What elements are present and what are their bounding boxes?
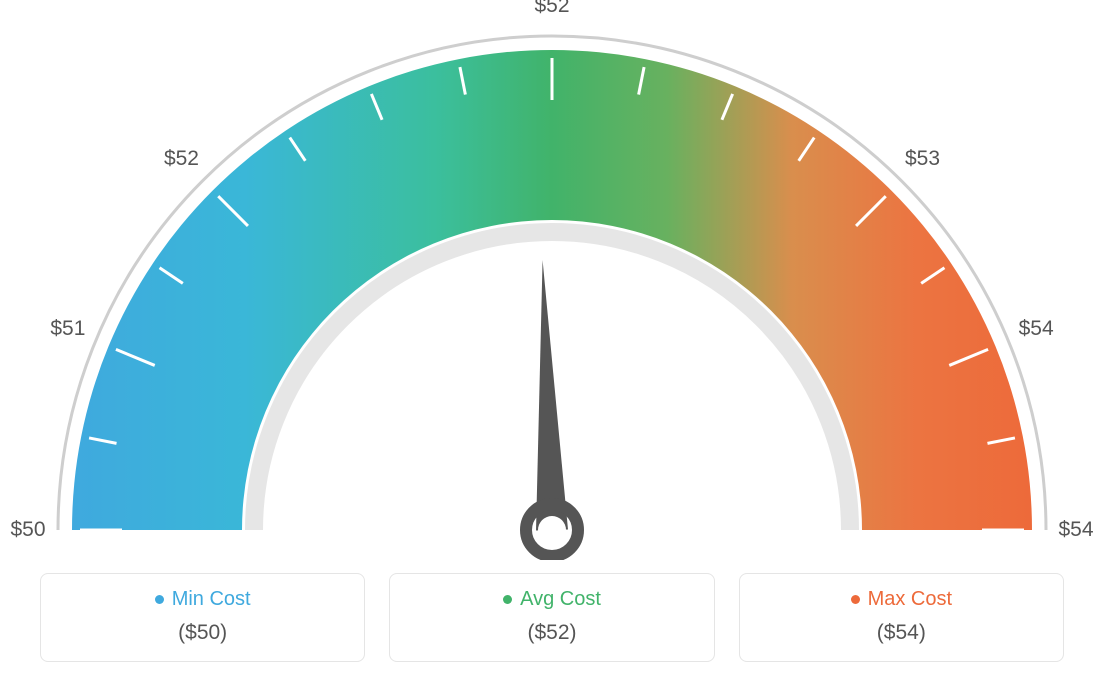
gauge-tick-label: $54	[1019, 317, 1054, 341]
legend-row: Min Cost ($50) Avg Cost ($52) Max Cost (…	[40, 573, 1064, 662]
gauge-tick-label: $54	[1058, 518, 1093, 542]
legend-label-row: Avg Cost	[400, 588, 703, 611]
gauge-tick-label: $53	[905, 147, 940, 171]
gauge-tick-label: $50	[10, 518, 45, 542]
legend-card-avg: Avg Cost ($52)	[389, 573, 714, 662]
gauge-chart: $50 $51 $52 $52 $53 $54 $54	[0, 0, 1104, 560]
legend-value-avg: ($52)	[400, 621, 703, 645]
legend-value-max: ($54)	[750, 621, 1053, 645]
legend-label-row: Max Cost	[750, 588, 1053, 611]
legend-dot-min	[155, 595, 164, 604]
legend-card-min: Min Cost ($50)	[40, 573, 365, 662]
gauge-tick-label: $51	[50, 317, 85, 341]
legend-label-row: Min Cost	[51, 588, 354, 611]
legend-label-max: Max Cost	[868, 588, 952, 611]
legend-label-avg: Avg Cost	[520, 588, 601, 611]
legend-value-min: ($50)	[51, 621, 354, 645]
gauge-tick-label: $52	[534, 0, 569, 18]
legend-dot-max	[851, 595, 860, 604]
gauge-tick-label: $52	[164, 147, 199, 171]
legend-dot-avg	[503, 595, 512, 604]
legend-card-max: Max Cost ($54)	[739, 573, 1064, 662]
gauge-svg	[0, 0, 1104, 560]
legend-label-min: Min Cost	[172, 588, 251, 611]
